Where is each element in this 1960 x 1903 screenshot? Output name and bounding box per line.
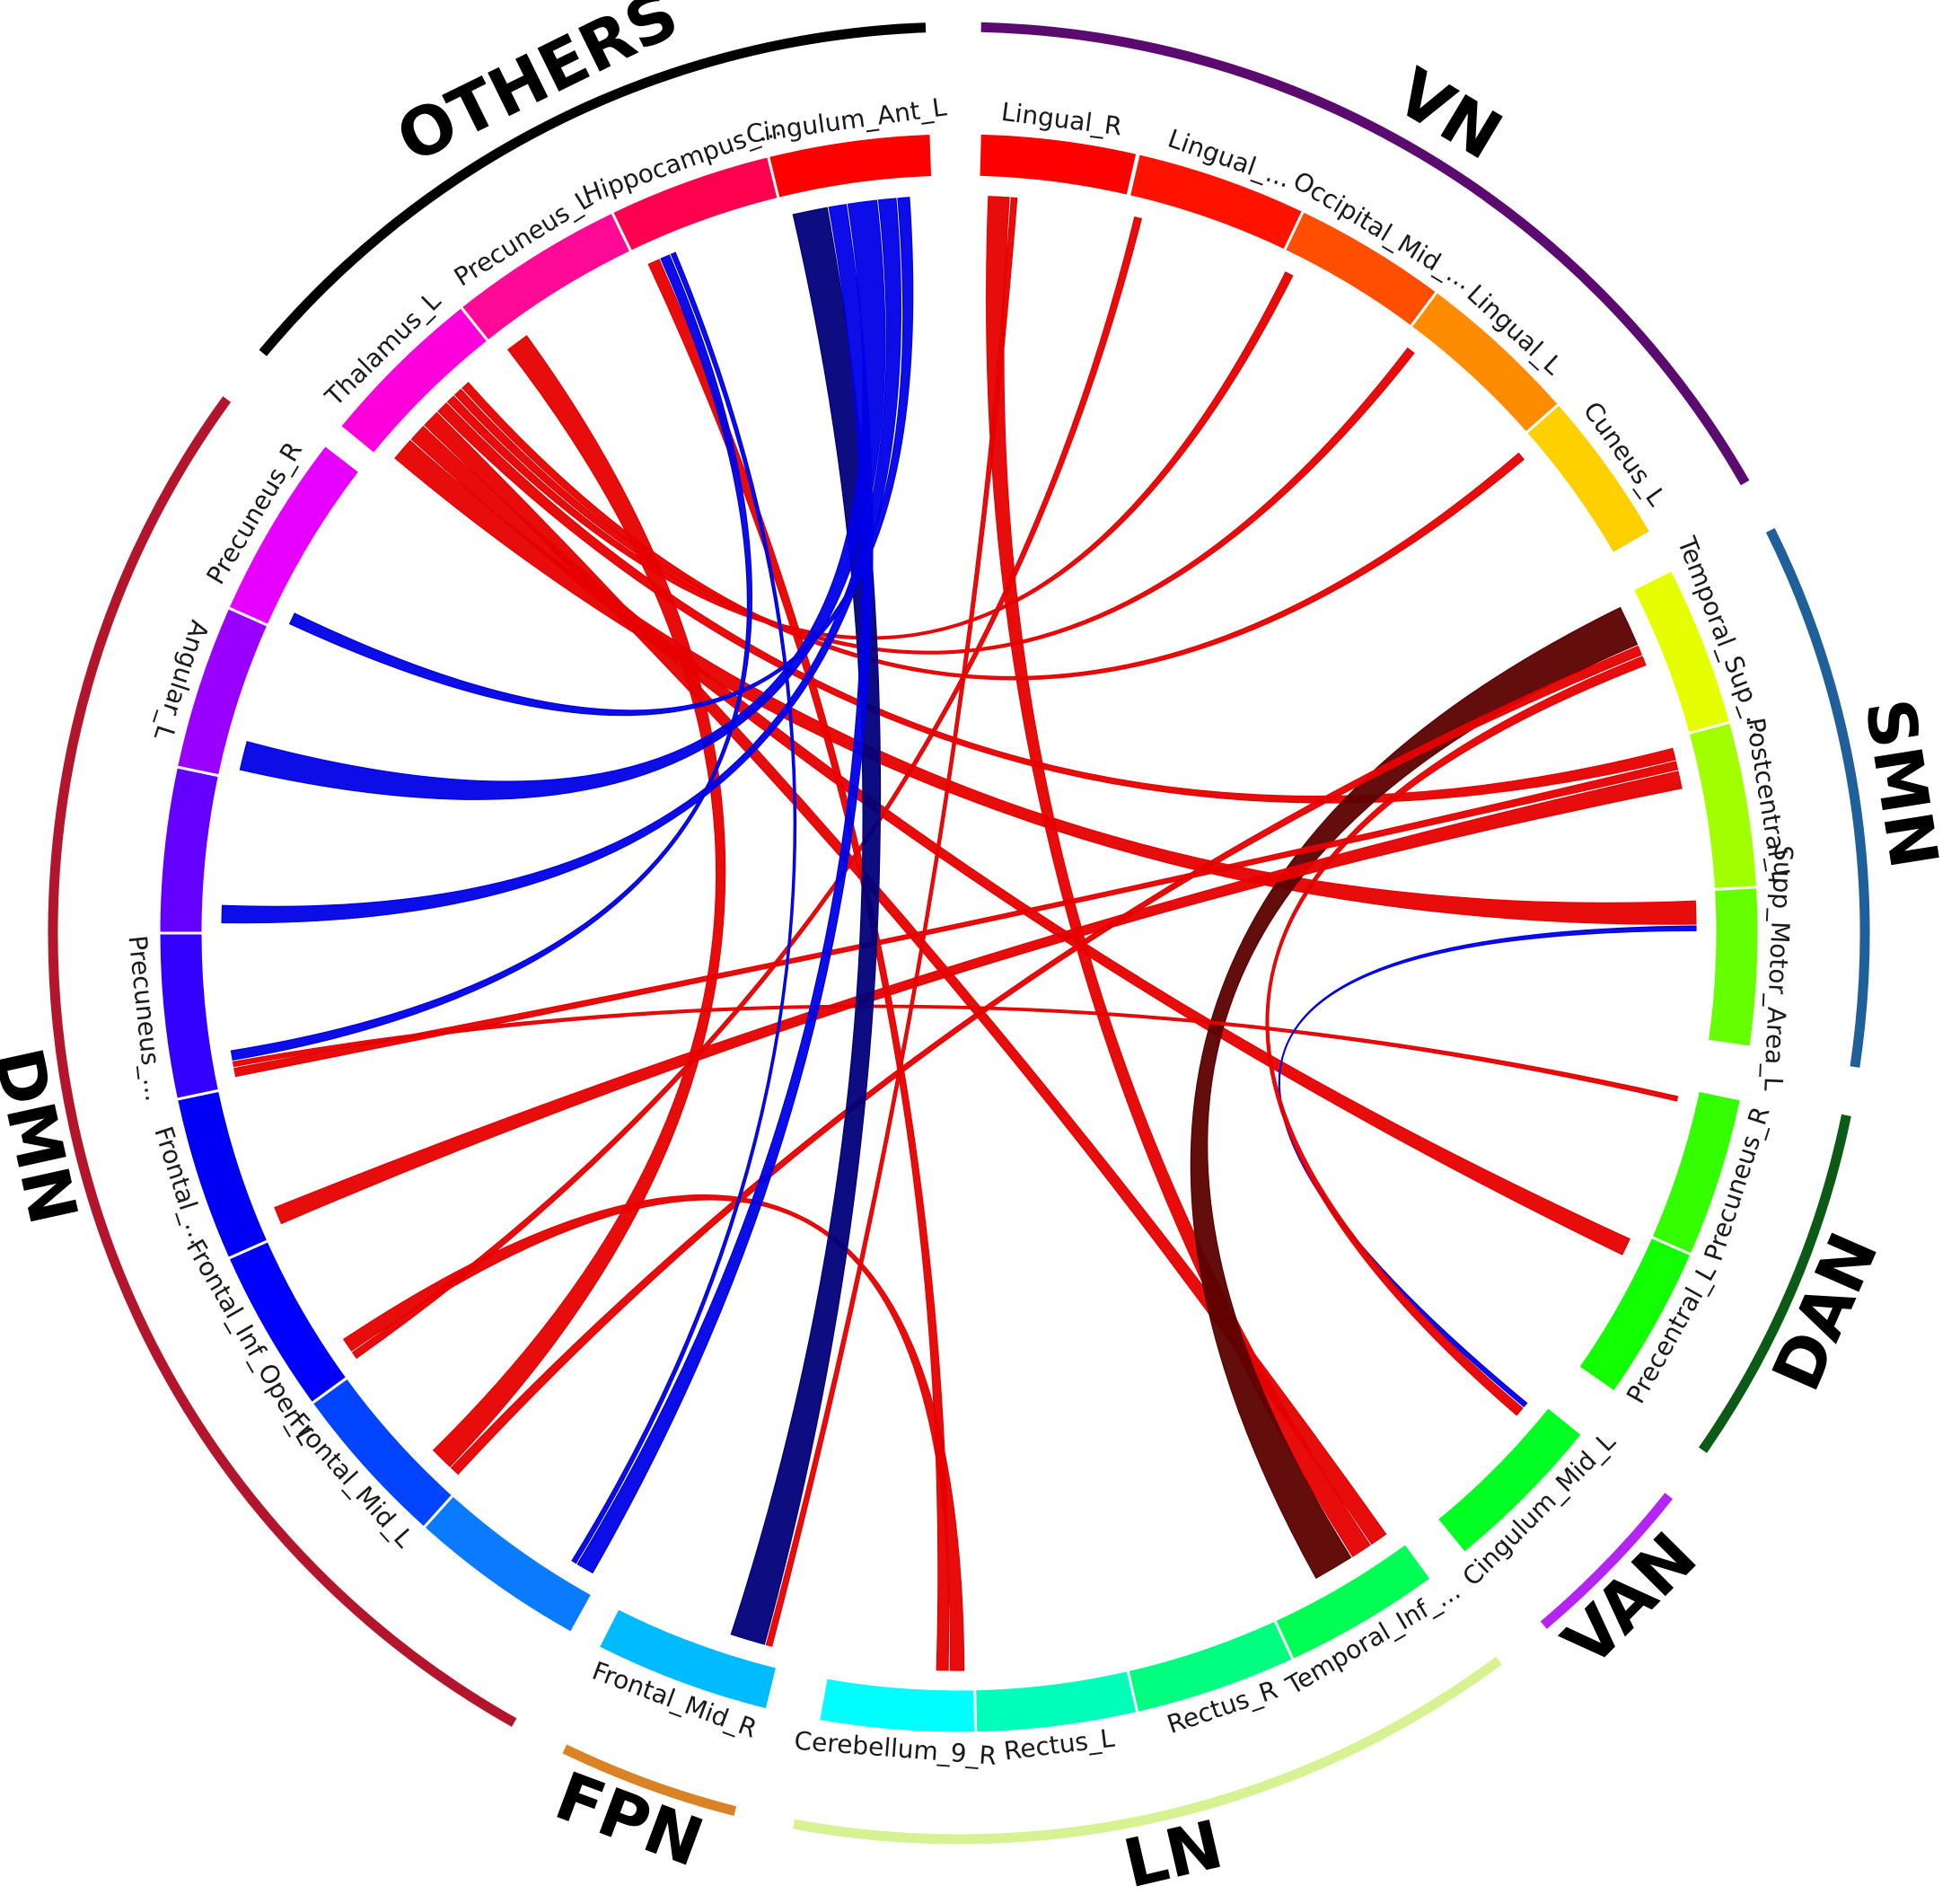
link-ribbon-negative	[239, 199, 886, 800]
link-ribbon-negative	[230, 254, 753, 1061]
network-arc-van	[1540, 1493, 1674, 1629]
network-arc-fpn	[562, 1744, 737, 1817]
region-labels: Lingual_RLingual_...Occipital_Mid_...Lin…	[122, 92, 1798, 1771]
network-label-vn: VN	[1383, 54, 1514, 175]
link-ribbon-positive	[233, 761, 1679, 1078]
region-segment-cuneus-l	[1524, 401, 1653, 556]
link-ribbon-positive	[437, 402, 1676, 804]
link-ribbon-negative	[571, 251, 797, 1564]
link-ribbon-positive	[351, 216, 1143, 1360]
region-segment-dmn-1	[421, 1493, 594, 1635]
network-arc-ln	[793, 1656, 1502, 1845]
region-segment-dmn-5	[157, 931, 222, 1101]
link-ribbon-positive	[410, 426, 1630, 1255]
network-arc-others	[259, 22, 927, 357]
links-layer	[221, 196, 1697, 1671]
link-ribbon-positive	[232, 1004, 1679, 1102]
network-arc-smn	[1765, 527, 1870, 1068]
link-ribbon-positive	[424, 411, 1387, 1546]
network-arcs	[48, 22, 1870, 1845]
region-segment-supp-motor-area-l	[1705, 885, 1761, 1049]
region-segment-precuneus-r	[226, 443, 363, 628]
link-ribbon-negative	[288, 197, 914, 717]
region-segment-frontal-mid-r	[596, 1606, 779, 1712]
network-label-others: OTHERS	[385, 0, 690, 178]
region-segment-dmn-6	[157, 765, 222, 935]
link-ribbon-positive	[274, 771, 1683, 1225]
network-arc-dmn	[48, 396, 517, 1727]
region-label: Supp_Motor_Area_L	[1758, 844, 1798, 1092]
link-ribbon-positive	[765, 197, 1018, 1647]
region-segment-rectus-l	[973, 1668, 1139, 1735]
region-segment-cingulum-mid-l	[1435, 1405, 1585, 1555]
link-ribbon-positive	[647, 259, 950, 1671]
link-ribbon-positive	[342, 1194, 965, 1671]
region-segment-precentral-l	[1576, 1235, 1693, 1395]
link-ribbon-positive	[450, 645, 1642, 1476]
region-ring	[157, 131, 1761, 1735]
region-segment-cingulum-ant-l	[766, 131, 935, 201]
link-ribbon-negative	[221, 198, 902, 924]
link-ribbon-positive	[986, 196, 1371, 1557]
link-ribbon-positive	[1265, 656, 1647, 1416]
region-segment-lingual-r	[977, 131, 1139, 198]
network-arc-dan	[1698, 1114, 1851, 1453]
link-ribbon-positive	[461, 382, 1525, 681]
network-arc-vn	[980, 22, 1750, 486]
link-ribbon-positive	[394, 439, 1697, 925]
region-segment-cerebellum-9-r	[816, 1676, 978, 1735]
